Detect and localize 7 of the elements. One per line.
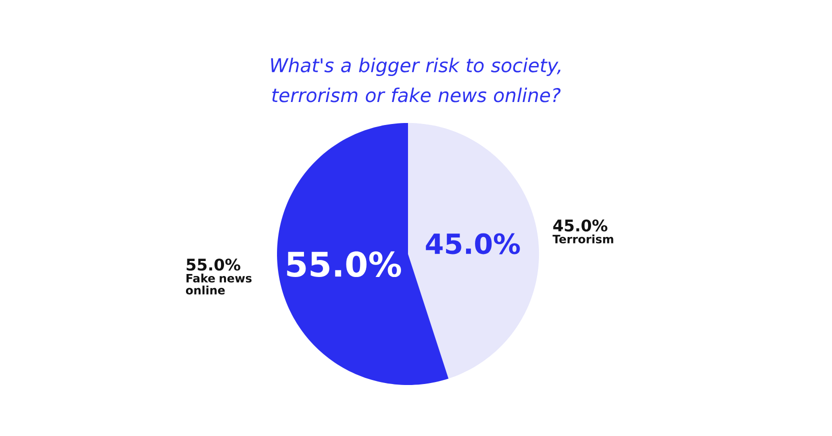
data-label: 55.0% — [287, 251, 402, 278]
data-label: 45.0% — [426, 233, 520, 254]
text: 55.0% — [186, 258, 240, 271]
text: 45.0% — [553, 219, 608, 232]
slice-label: Fake news online — [186, 274, 252, 294]
slice-label: Terrorism — [552, 234, 614, 244]
chart-title: What's a bigger risk to society, terrorism or fake news online? — [271, 58, 561, 102]
